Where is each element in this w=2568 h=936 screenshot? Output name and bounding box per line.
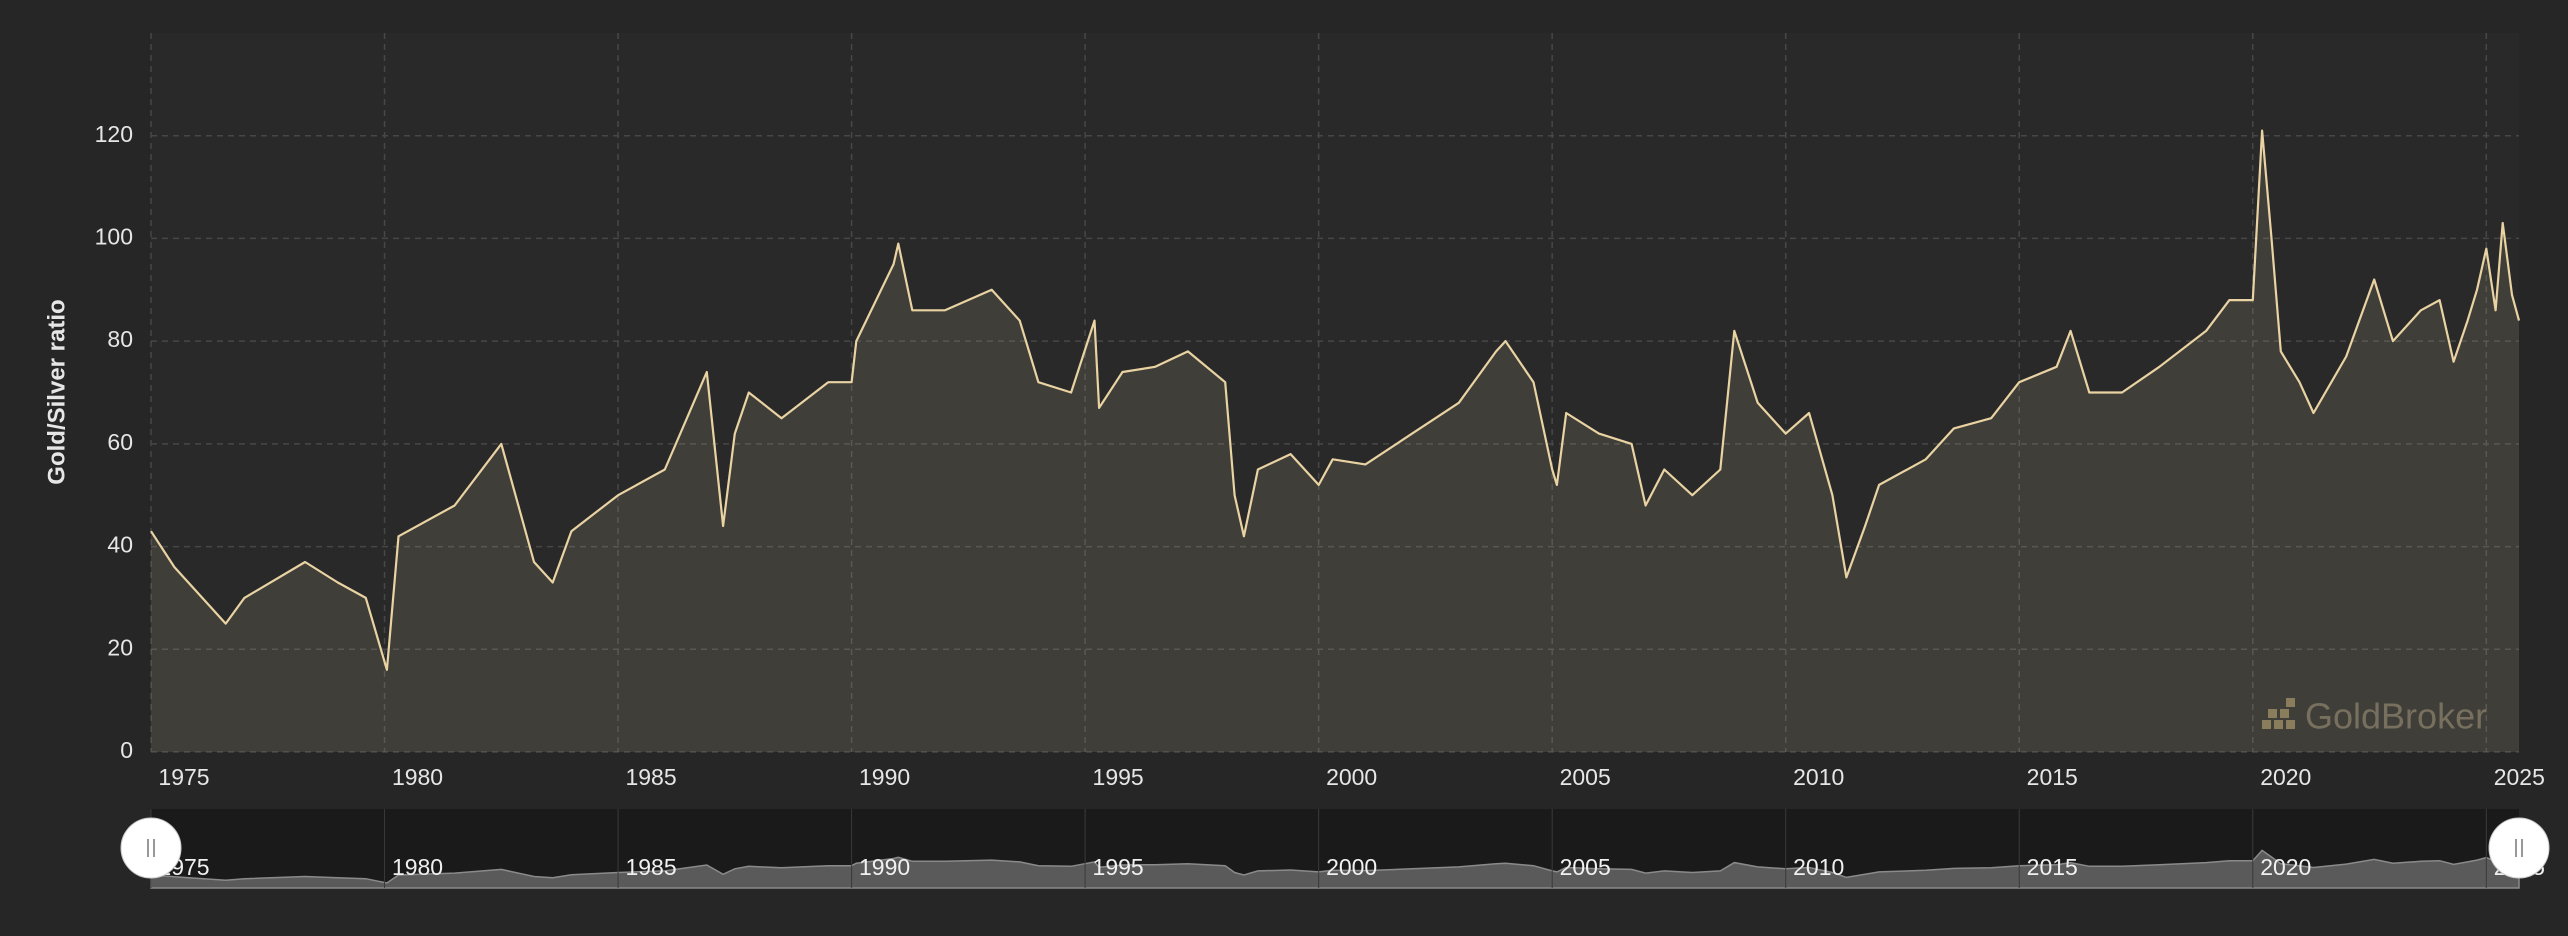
area-fill (151, 130, 2519, 753)
navigator-tick-label: 2020 (2260, 854, 2311, 880)
x-tick-label: 1995 (1093, 764, 1144, 790)
navigator-tick-label: 1990 (859, 854, 910, 880)
y-tick-label: 40 (107, 532, 133, 558)
navigator-handle[interactable] (2488, 817, 2550, 879)
navigator-tick-label: 1995 (1093, 854, 1144, 880)
plot-area (151, 33, 2519, 752)
y-tick-label: 80 (107, 326, 133, 352)
navigator-tick-label: 2000 (1326, 854, 1377, 880)
logo-block (2262, 720, 2271, 729)
x-tick-label: 1980 (392, 764, 443, 790)
y-tick-label: 20 (107, 634, 133, 660)
navigator-tick-label: 2005 (1560, 854, 1611, 880)
x-tick-label: 1985 (625, 764, 676, 790)
navigator-area (150, 849, 2520, 889)
y-tick-label: 0 (120, 737, 133, 763)
x-tick-label: 1975 (158, 764, 209, 790)
logo-block (2280, 709, 2289, 718)
x-tick-label: 2015 (2027, 764, 2078, 790)
x-tick-label: 1990 (859, 764, 910, 790)
y-tick-label: 100 (95, 224, 133, 250)
x-tick-label: 2010 (1793, 764, 1844, 790)
y-tick-label: 60 (107, 429, 133, 455)
watermark-text: GoldBroker (2305, 696, 2487, 737)
x-tick-label: 2020 (2260, 764, 2311, 790)
navigator-tick-label: 1980 (392, 854, 443, 880)
ratio-line (150, 129, 2521, 671)
logo-block (2286, 720, 2295, 729)
navigator-tick-label: 1985 (625, 854, 676, 880)
y-tick-label: 120 (95, 121, 133, 147)
navigator-handle[interactable] (120, 817, 182, 879)
logo-block (2286, 698, 2295, 707)
logo-block (2268, 709, 2277, 718)
x-tick-label: 2000 (1326, 764, 1377, 790)
navigator-tick-label: 2010 (1793, 854, 1844, 880)
watermark: GoldBroker (2262, 696, 2487, 737)
x-tick-label: 2005 (1560, 764, 1611, 790)
logo-block (2274, 720, 2283, 729)
navigator-tick-label: 2015 (2027, 854, 2078, 880)
y-axis-label: Gold/Silver ratio (43, 299, 70, 484)
x-tick-label: 2025 (2494, 764, 2545, 790)
